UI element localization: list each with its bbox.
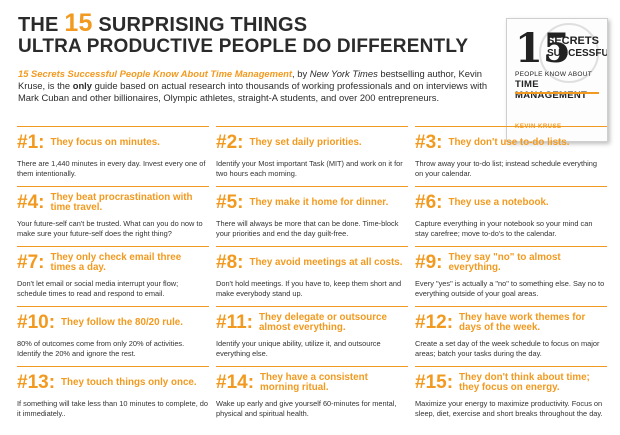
tip-item: #6: They use a notebook. Capture everythin…: [415, 186, 607, 246]
intro-part-2: bestselling author, Kevin Kruse, is the: [18, 68, 482, 91]
tip-number: #3:: [415, 132, 443, 153]
tip-description: Don't hold meetings. If you have to, kee…: [216, 279, 402, 298]
tip-title: They beat procrastination with time trav…: [50, 191, 193, 213]
intro-nyt: New York Times: [309, 68, 378, 79]
tip-title: They only check email three times a day.: [50, 251, 182, 273]
tip-number: #8:: [216, 252, 244, 273]
tip-number: #14:: [216, 372, 255, 393]
tip-description: There are 1,440 minutes in every day. In…: [17, 159, 206, 178]
tip-header: #15: They don't think about time; they fo…: [415, 370, 607, 396]
intro-paragraph: 15 Secrets Successful People Know About …: [18, 68, 488, 104]
title-pre: THE: [18, 14, 65, 36]
tip-title: They follow the 80/20 rule.: [61, 316, 183, 328]
tip-number: #5:: [216, 192, 244, 213]
tip-description: Throw away your to-do list; instead sche…: [415, 159, 597, 178]
tip-title: They set daily priorities.: [249, 136, 362, 148]
page-title: THE 15 SURPRISING THINGS ULTRA PRODUCTIV…: [18, 9, 488, 58]
tip-header: #11: They delegate or outsource almost ev…: [216, 310, 408, 336]
tip-header: #4: They beat procrastination with time t…: [17, 190, 209, 216]
tip-description: Create a set day of the week schedule to…: [415, 339, 600, 358]
book-accent-bar: [515, 92, 599, 94]
tip-header: #5: They make it home for dinner.: [216, 190, 408, 216]
tip-title: They focus on minutes.: [50, 136, 160, 148]
tip-description: There will always be more that can be do…: [216, 219, 399, 238]
tip-number: #4:: [17, 192, 45, 213]
tip-title: They avoid meetings at all costs.: [249, 256, 403, 268]
title-post: SURPRISING THINGS: [92, 14, 308, 36]
tip-description: Capture everything in your notebook so y…: [415, 219, 593, 238]
book-cover-image: 15 SECRETS SUCCESSFUL PEOPLE KNOW ABOUT …: [506, 18, 608, 142]
intro-only: only: [72, 80, 92, 91]
tip-header: #13: They touch things only once.: [17, 370, 209, 396]
tip-description: Don't let email or social media interrup…: [17, 279, 179, 298]
tip-title: They delegate or outsource almost everyt…: [258, 311, 387, 333]
tip-title: They have work themes for days of the we…: [459, 311, 586, 333]
book-word-time-management: TIME MANAGEMENT: [515, 79, 588, 101]
book-author: KEVIN KRUSE: [515, 124, 562, 130]
tip-description: Wake up early and give yourself 60-minut…: [216, 399, 397, 418]
intro-part-1: , by: [292, 68, 310, 79]
tip-header: #9: They say "no" to almost everything.: [415, 250, 607, 276]
tip-item: #10: They follow the 80/20 rule. 80% of ou…: [17, 306, 209, 366]
tip-description: Identify your Most important Task (MIT) …: [216, 159, 403, 178]
tip-item: #12: They have work themes for days of th…: [415, 306, 607, 366]
clock-graphic: [539, 23, 599, 83]
tip-title: They have a consistent morning ritual.: [260, 371, 368, 393]
tip-item: #5: They make it home for dinner. There wi…: [216, 186, 408, 246]
tip-number: #6:: [415, 192, 443, 213]
tip-header: #3: They don't use to-do lists.: [415, 130, 607, 156]
tip-header: #8: They avoid meetings at all costs.: [216, 250, 408, 276]
tip-description: Identify your unique ability, utilize it…: [216, 339, 381, 358]
tip-header: #12: They have work themes for days of th…: [415, 310, 607, 336]
tip-title: They don't think about time; they focus …: [459, 371, 590, 393]
title-number: 15: [64, 9, 93, 37]
tip-description: Maximize your energy to maximize product…: [415, 399, 603, 418]
tip-title: They don't use to-do lists.: [448, 136, 570, 148]
tip-number: #15:: [415, 372, 454, 393]
tip-item: #14: They have a consistent morning ritua…: [216, 366, 408, 426]
tip-title: They touch things only once.: [61, 376, 197, 388]
book-word-secrets: SECRETS: [547, 35, 599, 47]
tip-item: #1: They focus on minutes. There are 1,440…: [17, 126, 209, 186]
tip-title: They make it home for dinner.: [249, 196, 389, 208]
book-number: 15: [515, 25, 571, 72]
tip-item: #11: They delegate or outsource almost ev…: [216, 306, 408, 366]
tip-number: #11:: [216, 312, 253, 333]
tip-item: #8: They avoid meetings at all costs. Don'…: [216, 246, 408, 306]
tip-description: Your future-self can't be trusted. What …: [17, 219, 203, 238]
tip-item: #15: They don't think about time; they fo…: [415, 366, 607, 426]
tip-number: #9:: [415, 252, 443, 273]
tip-description: 80% of outcomes come from only 20% of ac…: [17, 339, 185, 358]
tip-header: #14: They have a consistent morning ritua…: [216, 370, 408, 396]
tip-number: #13:: [17, 372, 56, 393]
intro-part-3: guide based on actual research into thou…: [18, 80, 488, 103]
tip-number: #7:: [17, 252, 45, 273]
tip-number: #12:: [415, 312, 454, 333]
title-line-1: THE 15 SURPRISING THINGS: [18, 9, 488, 37]
tip-number: #2:: [216, 132, 244, 153]
tip-number: #10:: [17, 312, 56, 333]
tip-header: #6: They use a notebook.: [415, 190, 607, 216]
tip-title: They use a notebook.: [448, 196, 549, 208]
intro-book-title: 15 Secrets Successful People Know About …: [18, 68, 293, 79]
tip-item: #9: They say "no" to almost everything. Ev…: [415, 246, 607, 306]
tip-item: #3: They don't use to-do lists. Throw away…: [415, 126, 607, 186]
tip-item: #7: They only check email three times a d…: [17, 246, 209, 306]
book-word-people: PEOPLE KNOW ABOUT: [515, 71, 592, 78]
tip-item: #4: They beat procrastination with time t…: [17, 186, 209, 246]
tip-description: If something will take less than 10 minu…: [17, 399, 209, 418]
book-word-successful: SUCCESSFUL: [547, 48, 608, 59]
tip-description: Every "yes" is actually a "no" to someth…: [415, 279, 605, 298]
tip-number: #1:: [17, 132, 45, 153]
tip-header: #10: They follow the 80/20 rule.: [17, 310, 209, 336]
tip-item: #2: They set daily priorities. Identify yo…: [216, 126, 408, 186]
tip-header: #7: They only check email three times a d…: [17, 250, 209, 276]
tip-header: #2: They set daily priorities.: [216, 130, 408, 156]
title-line-2: ULTRA PRODUCTIVE PEOPLE DO DIFFERENTLY: [18, 36, 469, 57]
tip-header: #1: They focus on minutes.: [17, 130, 209, 156]
tip-title: They say "no" to almost everything.: [448, 251, 561, 273]
tips-grid: #1: They focus on minutes. There are 1,440…: [17, 126, 607, 426]
tip-item: #13: They touch things only once. If somet…: [17, 366, 209, 426]
